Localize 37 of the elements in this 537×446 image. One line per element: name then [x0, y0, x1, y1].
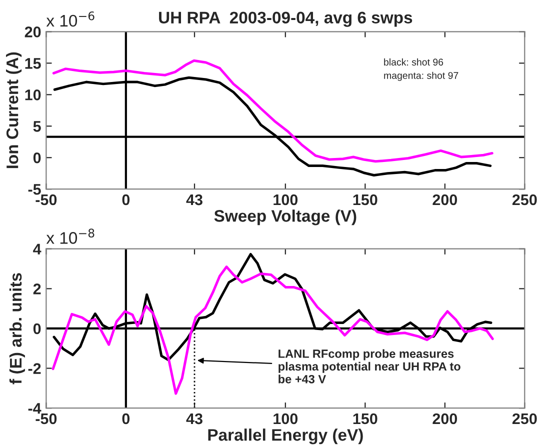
- text: x 10$^{−8}$: [46, 228, 94, 244]
- x-tick-label: -50: [36, 413, 57, 424]
- y-tick-label: 0: [33, 152, 41, 164]
- y-tick-label: 20: [24, 26, 41, 38]
- line-series: [52, 266, 494, 395]
- x-tick-label: 43: [186, 194, 202, 206]
- annotation: black: shot 96: [384, 58, 444, 66]
- y-tick-label: 15: [25, 58, 41, 69]
- x-tick-label: 200: [432, 194, 458, 206]
- annotation: magenta: shot 97: [384, 72, 458, 81]
- y-tick-label: 10: [25, 90, 41, 100]
- x-tick-label: 200: [432, 413, 458, 424]
- x-tick-label: 0: [122, 194, 130, 206]
- x-tick-label: 150: [353, 194, 378, 206]
- y-tick-label: -2: [28, 363, 41, 374]
- x-tick-label: 43: [186, 413, 202, 424]
- y-axis-title: f (E) arb. units: [9, 273, 25, 384]
- x-tick-label: -50: [36, 194, 57, 206]
- chart-title: UH RPA 2003-09-04, avg 6 swps: [159, 12, 412, 27]
- y-tick-label: -5: [28, 184, 41, 195]
- y-tick-label: 2: [33, 284, 41, 294]
- x-tick-label: 100: [274, 413, 298, 424]
- annotation: LANL RFcomp probe measures plasma potential near UH RPA to be +43 V: [278, 349, 460, 384]
- y-tick-label: 5: [33, 121, 41, 132]
- y-tick-label: -4: [28, 403, 42, 414]
- y-axis-title: Ion Current (A): [6, 52, 22, 168]
- y-tick-label: 4: [33, 244, 42, 254]
- x-tick-label: 250: [512, 413, 537, 424]
- x-axis-title: Sweep Voltage (V): [214, 210, 356, 226]
- y-tick-label: 0: [33, 323, 41, 334]
- x-tick-label: 250: [512, 194, 537, 206]
- line-series: [52, 59, 494, 163]
- x-axis-title: Parallel Energy (eV): [208, 428, 363, 444]
- text: x 10$^{−6}$: [46, 11, 94, 27]
- x-tick-label: 150: [353, 413, 378, 424]
- x-tick-label: 0: [122, 413, 130, 424]
- x-tick-label: 100: [274, 194, 298, 206]
